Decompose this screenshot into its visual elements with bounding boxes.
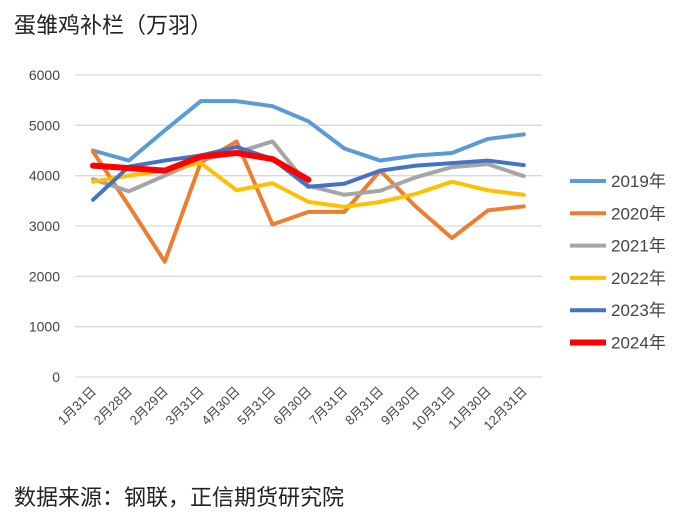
y-tick-label: 3000 [29, 218, 60, 234]
y-tick-label: 2000 [29, 268, 60, 284]
x-tick-label: 4月30日 [198, 384, 242, 428]
legend-label: 2020年 [611, 204, 666, 223]
x-tick-label: 3月31日 [162, 384, 206, 428]
x-tick-label: 6月30日 [270, 384, 314, 428]
y-tick-label: 0 [52, 369, 60, 385]
legend-label: 2024年 [611, 334, 666, 353]
y-tick-label: 4000 [29, 168, 60, 184]
legend-label: 2022年 [611, 269, 666, 288]
y-tick-label: 5000 [29, 117, 60, 133]
x-tick-label: 2月29日 [127, 384, 171, 428]
legend-label: 2023年 [611, 301, 666, 320]
series-line-2019年 [91, 99, 526, 163]
legend-label: 2019年 [611, 172, 666, 191]
x-tick-label: 7月31日 [306, 384, 350, 428]
y-tick-label: 1000 [29, 319, 60, 335]
legend-label: 2021年 [611, 237, 666, 256]
x-tick-label: 2月28日 [91, 384, 135, 428]
x-tick-label: 8月31日 [342, 384, 386, 428]
chart-title: 蛋雏鸡补栏（万羽） [14, 14, 213, 39]
data-source: 数据来源：钢联，正信期货研究院 [14, 486, 345, 511]
x-tick-label: 1月31日 [55, 384, 99, 428]
y-tick-label: 6000 [29, 67, 60, 83]
x-tick-label: 5月31日 [234, 384, 278, 428]
